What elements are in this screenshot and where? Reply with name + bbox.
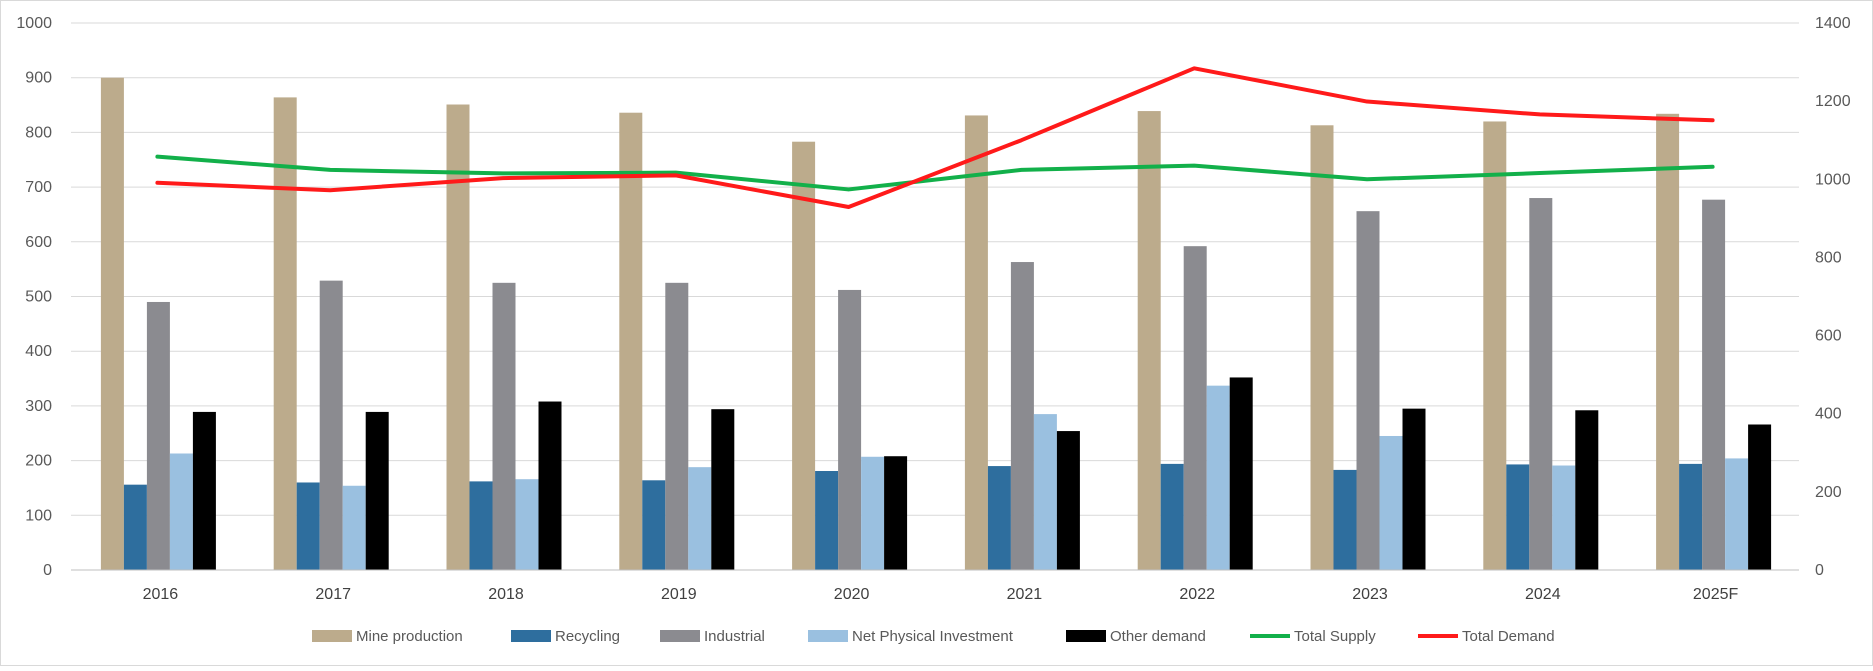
x-tick-label: 2018	[488, 586, 524, 603]
bar-net-physical-investment	[169, 453, 193, 570]
bar-mine-production	[1310, 125, 1334, 570]
bar-other-demand	[1229, 377, 1253, 570]
bar-industrial	[665, 282, 689, 570]
bar-other-demand	[711, 409, 735, 570]
line-total-demand	[155, 66, 1715, 210]
y-left-tick-label: 100	[25, 507, 52, 524]
bar-recycling	[1160, 463, 1184, 570]
bar-recycling	[815, 470, 839, 570]
lines	[155, 66, 1715, 210]
legend-label: Mine production	[356, 628, 463, 645]
y-left-tick-label: 600	[25, 234, 52, 251]
legend: Mine production Recycling Industrial Net Ph…	[312, 628, 1555, 645]
y-right-tick-label: 800	[1815, 249, 1842, 266]
bar-recycling	[1333, 469, 1357, 570]
bar-net-physical-investment	[342, 485, 366, 570]
bar-industrial	[1529, 198, 1553, 571]
bar-mine-production	[100, 77, 124, 570]
bar-mine-production	[446, 104, 470, 571]
bar-recycling	[642, 480, 666, 570]
x-tick-label: 2019	[661, 586, 697, 603]
y-right-tick-label: 0	[1815, 562, 1824, 579]
bar-other-demand	[365, 411, 389, 570]
legend-swatch-mine-production	[312, 630, 352, 642]
y-right-tick-label: 1200	[1815, 93, 1851, 110]
bar-mine-production	[1656, 113, 1680, 570]
y-left-tick-label: 700	[25, 179, 52, 196]
y-left-tick-label: 400	[25, 343, 52, 360]
bar-industrial	[1356, 211, 1380, 570]
bar-net-physical-investment	[1206, 385, 1230, 570]
bar-recycling	[296, 482, 320, 570]
y-right-tick-label: 1400	[1815, 15, 1851, 32]
line-total-supply	[155, 154, 1715, 192]
bars	[100, 77, 1772, 571]
legend-label: Net Physical Investment	[852, 628, 1014, 645]
y-right-tick-label: 400	[1815, 406, 1842, 423]
x-tick-label: 2025F	[1693, 586, 1739, 603]
bar-net-physical-investment	[688, 467, 712, 570]
bar-industrial	[1702, 199, 1726, 570]
legend-label: Other demand	[1110, 628, 1206, 645]
bar-net-physical-investment	[1552, 465, 1576, 570]
x-tick-label: 2020	[834, 586, 870, 603]
bar-net-physical-investment	[861, 456, 885, 570]
bar-other-demand	[1748, 424, 1772, 570]
bar-industrial	[319, 280, 343, 570]
bar-net-physical-investment	[1725, 458, 1749, 570]
bar-net-physical-investment	[515, 479, 539, 570]
legend-label: Industrial	[704, 628, 765, 645]
y-left-tick-label: 200	[25, 453, 52, 470]
y-right-tick-label: 600	[1815, 328, 1842, 345]
x-tick-label: 2017	[315, 586, 351, 603]
bar-industrial	[492, 282, 516, 570]
bar-recycling	[987, 466, 1011, 570]
y-right-tick-label: 200	[1815, 484, 1842, 501]
axes: 0 100 200 300 400 500 600 700 800 900 1000 0 200 400 6…	[16, 15, 1850, 603]
bar-mine-production	[1137, 111, 1161, 570]
bar-industrial	[1010, 262, 1034, 570]
bar-other-demand	[538, 401, 562, 570]
bar-recycling	[1679, 463, 1703, 570]
bar-industrial	[838, 289, 862, 570]
y-left-tick-label: 900	[25, 70, 52, 87]
bar-net-physical-investment	[1033, 414, 1057, 570]
y-left-tick-label: 500	[25, 289, 52, 306]
bar-industrial	[1183, 246, 1207, 570]
bar-mine-production	[273, 97, 297, 570]
bar-mine-production	[1483, 121, 1507, 571]
y-left-tick-label: 300	[25, 398, 52, 415]
legend-swatch-net-physical-investment	[808, 630, 848, 642]
legend-label: Recycling	[555, 628, 620, 645]
x-tick-label: 2022	[1179, 586, 1215, 603]
bar-mine-production	[792, 141, 816, 570]
y-left-tick-label: 800	[25, 124, 52, 141]
bar-recycling	[1506, 464, 1530, 570]
bar-other-demand	[1056, 431, 1080, 570]
bar-other-demand	[192, 411, 216, 570]
x-tick-label: 2016	[143, 586, 179, 603]
legend-swatch-other-demand	[1066, 630, 1106, 642]
y-left-tick-label: 0	[43, 562, 52, 579]
legend-swatch-industrial	[660, 630, 700, 642]
bar-recycling	[123, 484, 147, 570]
x-tick-label: 2023	[1352, 586, 1388, 603]
x-tick-label: 2024	[1525, 586, 1561, 603]
x-tick-label: 2021	[1007, 586, 1043, 603]
y-right-tick-label: 1000	[1815, 171, 1851, 188]
bar-other-demand	[1575, 410, 1599, 570]
legend-label: Total Supply	[1294, 628, 1376, 645]
legend-label: Total Demand	[1462, 628, 1555, 645]
bar-industrial	[146, 301, 170, 570]
bar-mine-production	[964, 115, 988, 571]
bar-recycling	[469, 481, 493, 570]
legend-swatch-recycling	[511, 630, 551, 642]
bar-other-demand	[1402, 408, 1426, 570]
y-left-tick-label: 1000	[16, 15, 52, 32]
bar-mine-production	[619, 112, 643, 570]
bar-other-demand	[884, 456, 908, 570]
bar-net-physical-investment	[1379, 435, 1403, 570]
